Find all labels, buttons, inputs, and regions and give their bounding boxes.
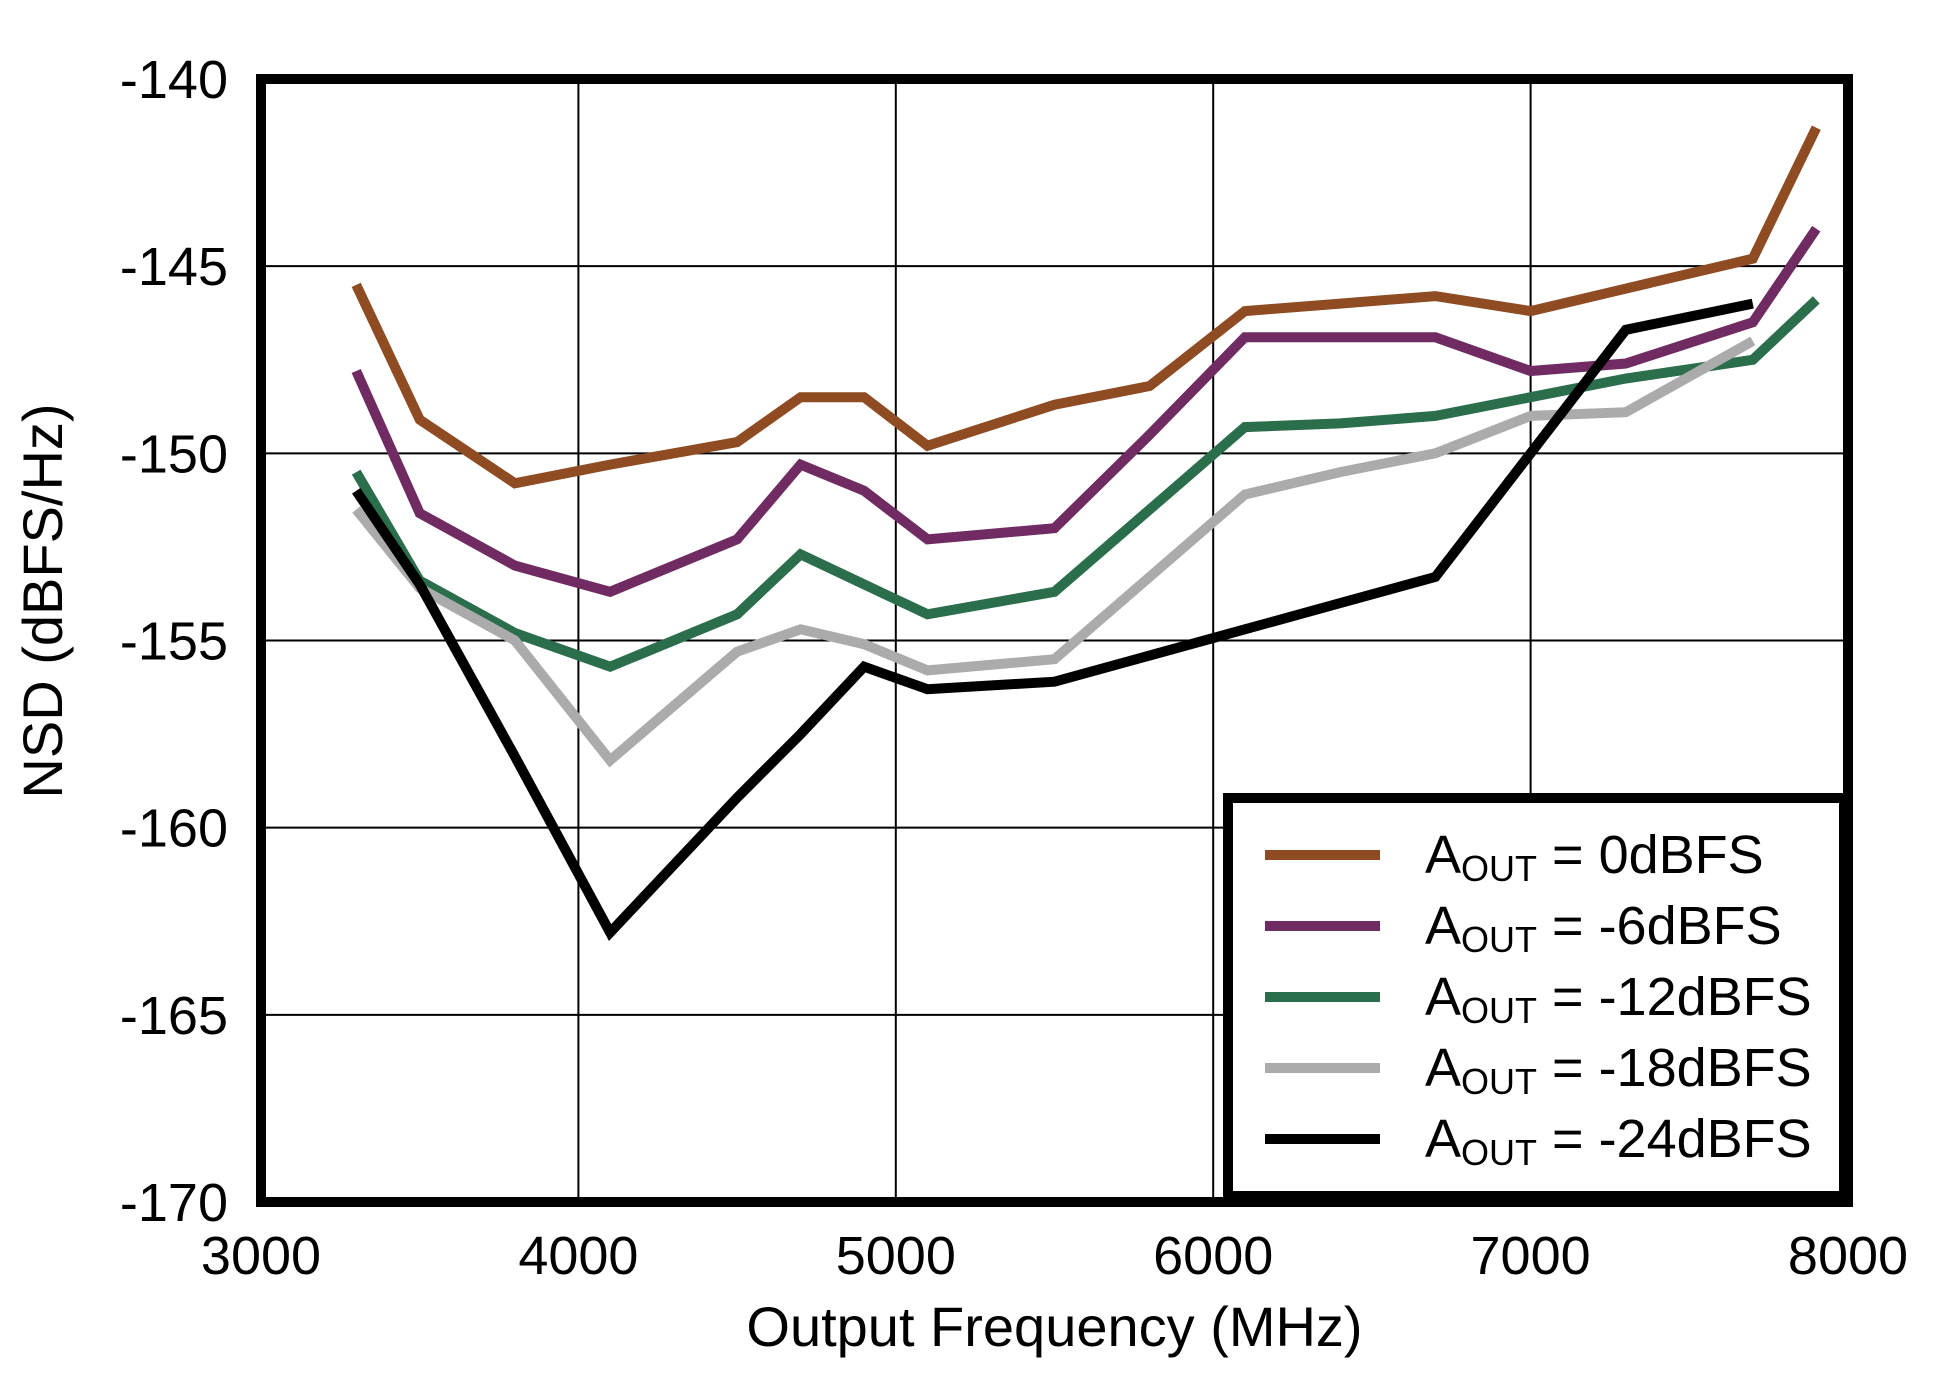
plot-border	[256, 74, 1853, 1207]
legend-swatch	[1265, 1063, 1380, 1073]
y-axis-title: NSD (dBFS/Hz)	[11, 403, 74, 799]
x-tick-label: 5000	[836, 1226, 956, 1286]
x-tick-label: 4000	[518, 1226, 638, 1286]
y-tick-label: -170	[120, 1173, 228, 1233]
legend-label: AOUT = -24dBFS	[1425, 1109, 1812, 1173]
legend-swatch	[1265, 850, 1380, 860]
x-tick-label: 6000	[1153, 1226, 1273, 1286]
legend: AOUT = 0dBFS AOUT = -6dBFS AOUT = -12dBFS A…	[1223, 793, 1849, 1201]
legend-swatch	[1265, 921, 1380, 931]
x-tick-label: 8000	[1788, 1226, 1908, 1286]
legend-label: AOUT = -12dBFS	[1425, 967, 1812, 1031]
series-line	[351, 225, 1821, 598]
legend-swatch	[1265, 1134, 1380, 1144]
legend-row: AOUT = -24dBFS	[1265, 1109, 1829, 1173]
legend-label: AOUT = -18dBFS	[1425, 1038, 1812, 1102]
legend-label: AOUT = 0dBFS	[1425, 825, 1764, 889]
x-axis-title: Output Frequency (MHz)	[746, 1295, 1363, 1358]
legend-row: AOUT = 0dBFS	[1265, 825, 1829, 889]
legend-label: AOUT = -6dBFS	[1425, 896, 1782, 960]
y-tick-label: -155	[120, 612, 228, 672]
y-tick-label: -140	[120, 50, 228, 110]
legend-row: AOUT = -18dBFS	[1265, 1038, 1829, 1102]
y-tick-label: -145	[120, 237, 228, 297]
series-line	[352, 336, 1756, 768]
series-line	[351, 125, 1821, 489]
x-tick-label: 3000	[201, 1226, 321, 1286]
series-line	[352, 298, 1754, 941]
legend-row: AOUT = -12dBFS	[1265, 967, 1829, 1031]
y-tick-label: -150	[120, 424, 228, 484]
series-line	[351, 296, 1820, 673]
x-tick-label: 7000	[1471, 1226, 1591, 1286]
legend-row: AOUT = -6dBFS	[1265, 896, 1829, 960]
y-tick-label: -165	[120, 986, 228, 1046]
legend-swatch	[1265, 992, 1380, 1002]
y-tick-label: -160	[120, 799, 228, 859]
